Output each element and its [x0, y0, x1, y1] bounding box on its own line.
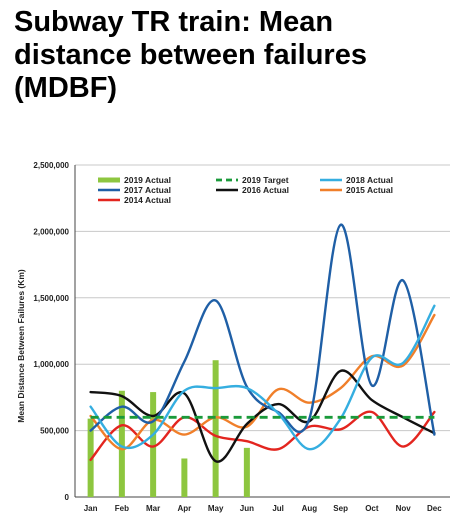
- legend-swatch: [98, 177, 120, 183]
- legend-label: 2015 Actual: [346, 185, 393, 195]
- bar-2019-actual: [243, 447, 250, 497]
- line-2017-actual: [89, 223, 436, 436]
- line-2015-actual: [89, 313, 436, 451]
- legend-item-2017-actual: 2017 Actual: [98, 185, 171, 195]
- line-series: [89, 223, 436, 463]
- x-tick-label: May: [208, 504, 224, 513]
- bar-2019-actual: [212, 360, 219, 497]
- y-tick-label: 1,000,000: [33, 360, 69, 369]
- title-line-2: distance between failures: [14, 39, 367, 71]
- x-tick-label: Apr: [177, 504, 191, 513]
- x-tick-label: Jan: [84, 504, 98, 513]
- legend-label: 2019 Actual: [124, 175, 171, 185]
- legend-item-2014-actual: 2014 Actual: [98, 195, 171, 205]
- bar-series: [87, 360, 250, 497]
- legend-item-2016-actual: 2016 Actual: [216, 185, 289, 195]
- x-tick-label: Sep: [333, 504, 348, 513]
- x-tick-label: Mar: [146, 504, 160, 513]
- x-tick-label: Nov: [396, 504, 412, 513]
- x-tick-label: Jul: [272, 504, 284, 513]
- legend: 2019 Actual 2019 Target 2018 Actual 2017 Ac…: [98, 175, 393, 205]
- line-2016-actual: [89, 369, 436, 463]
- legend-item-2019-target: 2019 Target: [216, 175, 289, 185]
- x-tick-label: Feb: [115, 504, 129, 513]
- page-title: Subway TR train: Mean distance between f…: [14, 6, 454, 105]
- legend-item-2019-actual: 2019 Actual: [98, 175, 171, 185]
- mdbf-chart: 0 500,000 1,000,000 1,500,000 2,000,000 2,500…: [16, 161, 450, 513]
- y-tick-label: 1,500,000: [33, 294, 69, 303]
- y-tick-label: 2,000,000: [33, 227, 69, 236]
- axes: 0 500,000 1,000,000 1,500,000 2,000,000 2,500…: [33, 161, 450, 513]
- bar-2019-actual: [181, 458, 188, 497]
- bar-2019-actual: [150, 392, 157, 497]
- legend-label: 2017 Actual: [124, 185, 171, 195]
- y-tick-label: 500,000: [40, 427, 69, 436]
- x-tick-label: Jun: [240, 504, 254, 513]
- legend-label: 2019 Target: [242, 175, 289, 185]
- legend-item-2018-actual: 2018 Actual: [320, 175, 393, 185]
- title-line-1: Subway TR train: Mean: [14, 6, 334, 38]
- legend-item-2015-actual: 2015 Actual: [320, 185, 393, 195]
- bar-2019-actual: [87, 418, 94, 497]
- y-tick-label: 0: [65, 493, 70, 502]
- legend-label: 2016 Actual: [242, 185, 289, 195]
- line-2018-actual: [89, 304, 436, 451]
- legend-label: 2018 Actual: [346, 175, 393, 185]
- y-axis-label: Mean Distance Between Failures (Km): [16, 269, 26, 423]
- x-tick-label: Oct: [365, 504, 379, 513]
- x-tick-label: Aug: [302, 504, 318, 513]
- title-line-3: (MDBF): [14, 72, 118, 104]
- legend-label: 2014 Actual: [124, 195, 171, 205]
- y-tick-label: 2,500,000: [33, 161, 69, 170]
- bar-2019-actual: [118, 390, 125, 497]
- line-2014-actual: [89, 410, 436, 462]
- x-tick-label: Dec: [427, 504, 442, 513]
